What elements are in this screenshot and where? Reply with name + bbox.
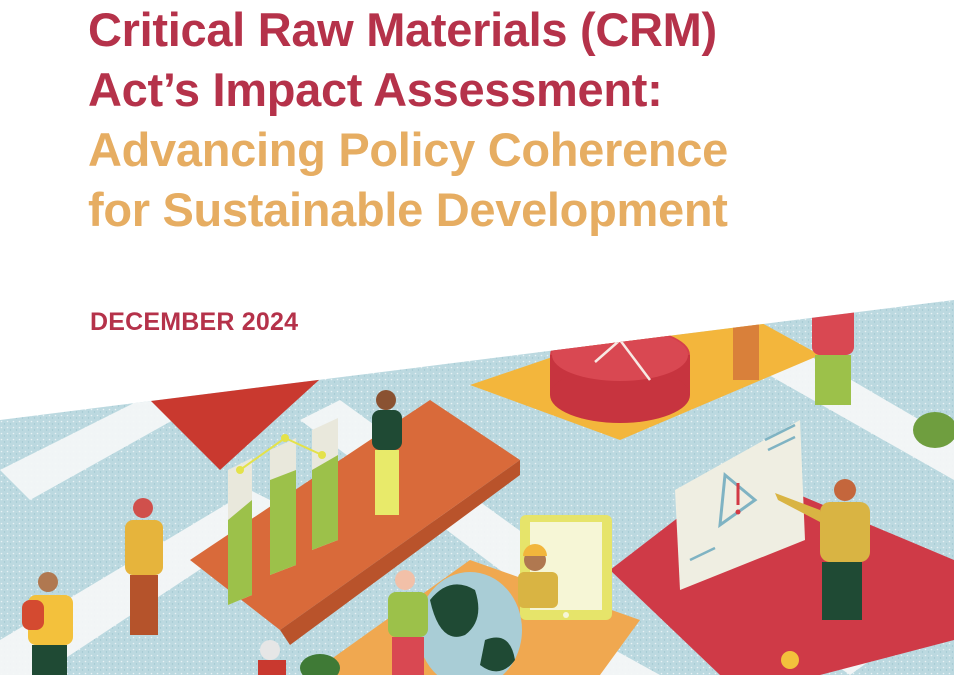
publication-date: DECEMBER 2024 bbox=[90, 308, 299, 336]
globe-icon bbox=[418, 572, 522, 675]
title-line-1: Critical Raw Materials (CRM) bbox=[88, 3, 717, 56]
subtitle-line-1: Advancing Policy Coherence bbox=[88, 123, 728, 176]
report-title: Critical Raw Materials (CRM) Act’s Impac… bbox=[88, 0, 728, 240]
title-line-2: Act’s Impact Assessment: bbox=[88, 63, 663, 116]
subtitle-line-2: for Sustainable Development bbox=[88, 183, 728, 236]
bar-chart-icon bbox=[228, 418, 338, 605]
warning-sign-icon bbox=[675, 420, 805, 590]
